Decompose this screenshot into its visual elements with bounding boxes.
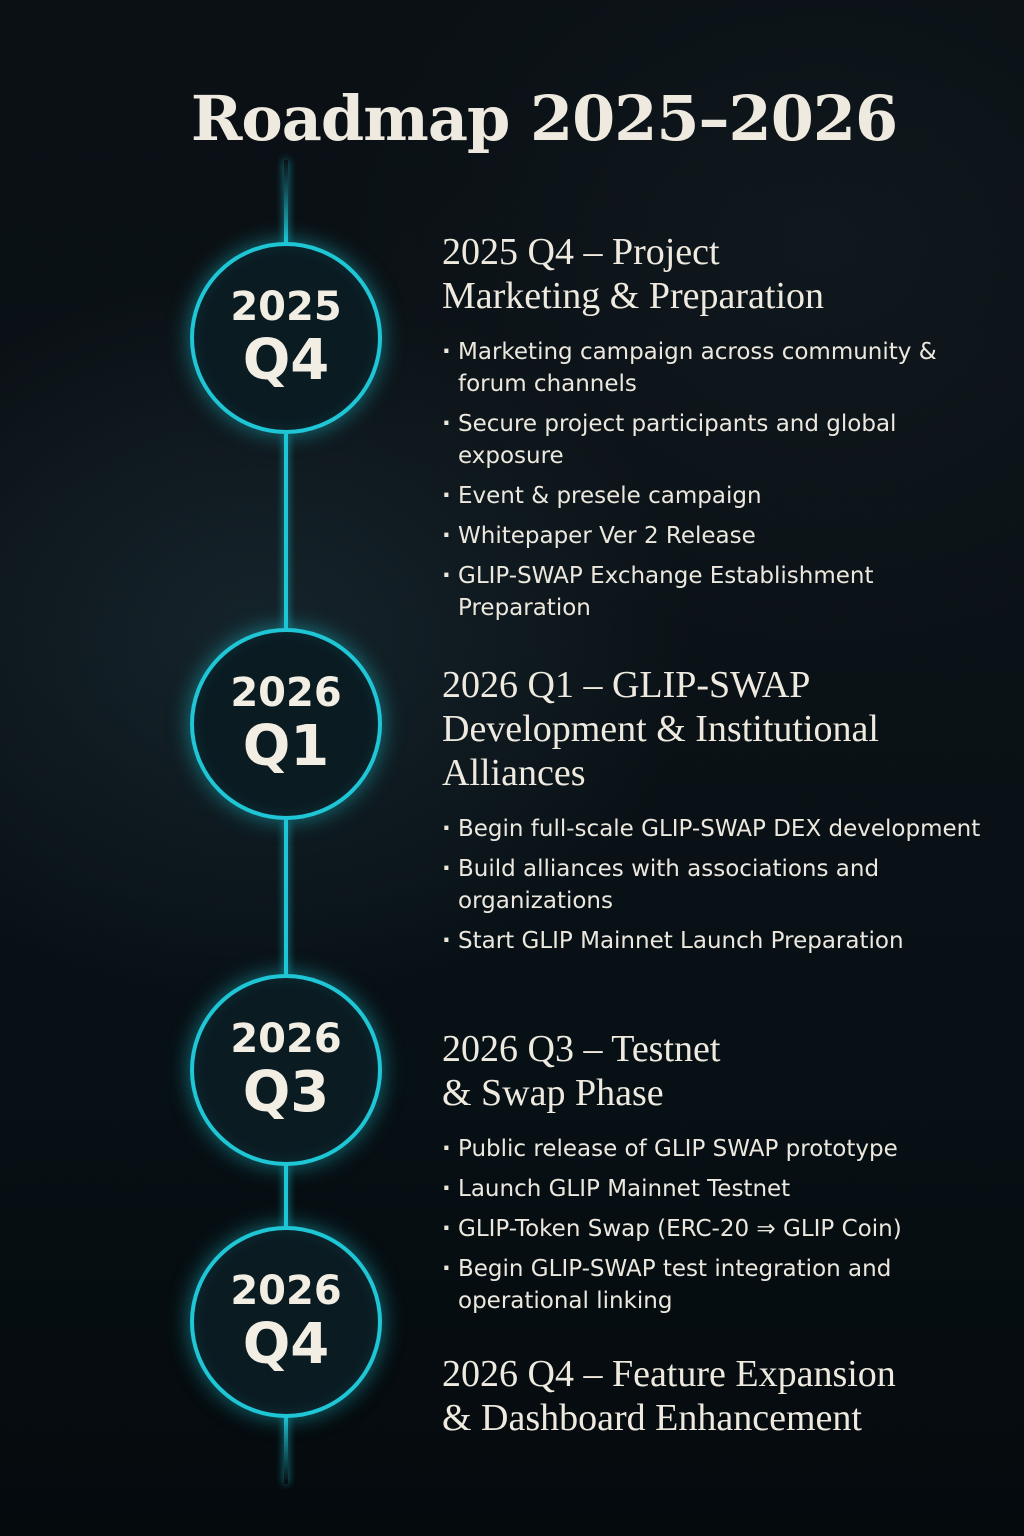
timeline-line-segment (284, 820, 288, 976)
milestone-task-item: Public release of GLIP SWAP prototype (442, 1133, 1002, 1165)
milestone-heading-line: Alliances (442, 752, 586, 794)
milestone-quarter: Q4 (242, 1312, 330, 1377)
milestone-year: 2026 (230, 670, 342, 716)
milestone-section-2026-q4: 2026 Q4 – Feature Expansion & Dashboard … (442, 1352, 1002, 1440)
milestone-task-item: Marketing campaign across community & fo… (442, 336, 1002, 400)
milestone-heading: 2026 Q4 – Feature Expansion & Dashboard … (442, 1352, 1002, 1440)
milestone-quarter: Q3 (242, 1060, 330, 1125)
timeline-line-top (284, 160, 288, 244)
milestone-heading-line: Development & Institutional (442, 708, 879, 750)
milestone-heading-line: 2026 Q4 – Feature Expansion (442, 1353, 896, 1395)
milestone-task-item: Begin full-scale GLIP-SWAP DEX developme… (442, 813, 1002, 845)
milestone-section-2026-q3: 2026 Q3 – Testnet & Swap Phase Public re… (442, 1027, 1002, 1325)
milestone-task-item: Whitepaper Ver 2 Release (442, 520, 1002, 552)
timeline-line-segment (284, 1164, 288, 1230)
milestone-heading-line: & Swap Phase (442, 1072, 664, 1114)
page-title: Roadmap 2025–2026 (190, 82, 898, 155)
milestone-quarter: Q1 (242, 714, 330, 779)
milestone-task-item: Build alliances with associations and or… (442, 853, 1002, 917)
milestone-heading: 2026 Q1 – GLIP-SWAP Development & Instit… (442, 663, 1002, 795)
milestone-task-item: Start GLIP Mainnet Launch Preparation (442, 925, 1002, 957)
milestone-task-item: Event & presele campaign (442, 480, 1002, 512)
milestone-heading-line: Marketing & Preparation (442, 275, 825, 317)
milestone-section-2026-q1: 2026 Q1 – GLIP-SWAP Development & Instit… (442, 663, 1002, 965)
timeline-line-segment (284, 434, 288, 630)
milestone-task-item: Begin GLIP-SWAP test integration and ope… (442, 1253, 1002, 1317)
milestone-heading: 2025 Q4 – Project Marketing & Preparatio… (442, 230, 1002, 318)
milestone-task-list: Public release of GLIP SWAP prototype La… (442, 1133, 1002, 1317)
milestone-year: 2026 (230, 1016, 342, 1062)
milestone-heading-line: 2025 Q4 – Project (442, 231, 720, 273)
milestone-quarter: Q4 (242, 328, 330, 393)
milestone-node-2025-q4: 2025 Q4 (190, 242, 382, 434)
milestone-task-item: Launch GLIP Mainnet Testnet (442, 1173, 1002, 1205)
milestone-heading-line: 2026 Q3 – Testnet (442, 1028, 721, 1070)
milestone-task-list: Begin full-scale GLIP-SWAP DEX developme… (442, 813, 1002, 957)
milestone-task-item: GLIP-Token Swap (ERC-20 ⇒ GLIP Coin) (442, 1213, 1002, 1245)
milestone-node-2026-q1: 2026 Q1 (190, 628, 382, 820)
milestone-section-2025-q4: 2025 Q4 – Project Marketing & Preparatio… (442, 230, 1002, 632)
milestone-heading-line: & Dashboard Enhancement (442, 1397, 862, 1439)
milestone-task-item: GLIP-SWAP Exchange Establishment Prepara… (442, 560, 1002, 624)
milestone-node-2026-q4: 2026 Q4 (190, 1226, 382, 1418)
milestone-heading: 2026 Q3 – Testnet & Swap Phase (442, 1027, 1002, 1115)
milestone-task-item: Secure project participants and global e… (442, 408, 1002, 472)
milestone-year: 2025 (230, 284, 342, 330)
milestone-task-list: Marketing campaign across community & fo… (442, 336, 1002, 624)
milestone-heading-line: 2026 Q1 – GLIP-SWAP (442, 664, 811, 706)
timeline-line-bottom (284, 1414, 288, 1484)
milestone-node-2026-q3: 2026 Q3 (190, 974, 382, 1166)
milestone-year: 2026 (230, 1268, 342, 1314)
